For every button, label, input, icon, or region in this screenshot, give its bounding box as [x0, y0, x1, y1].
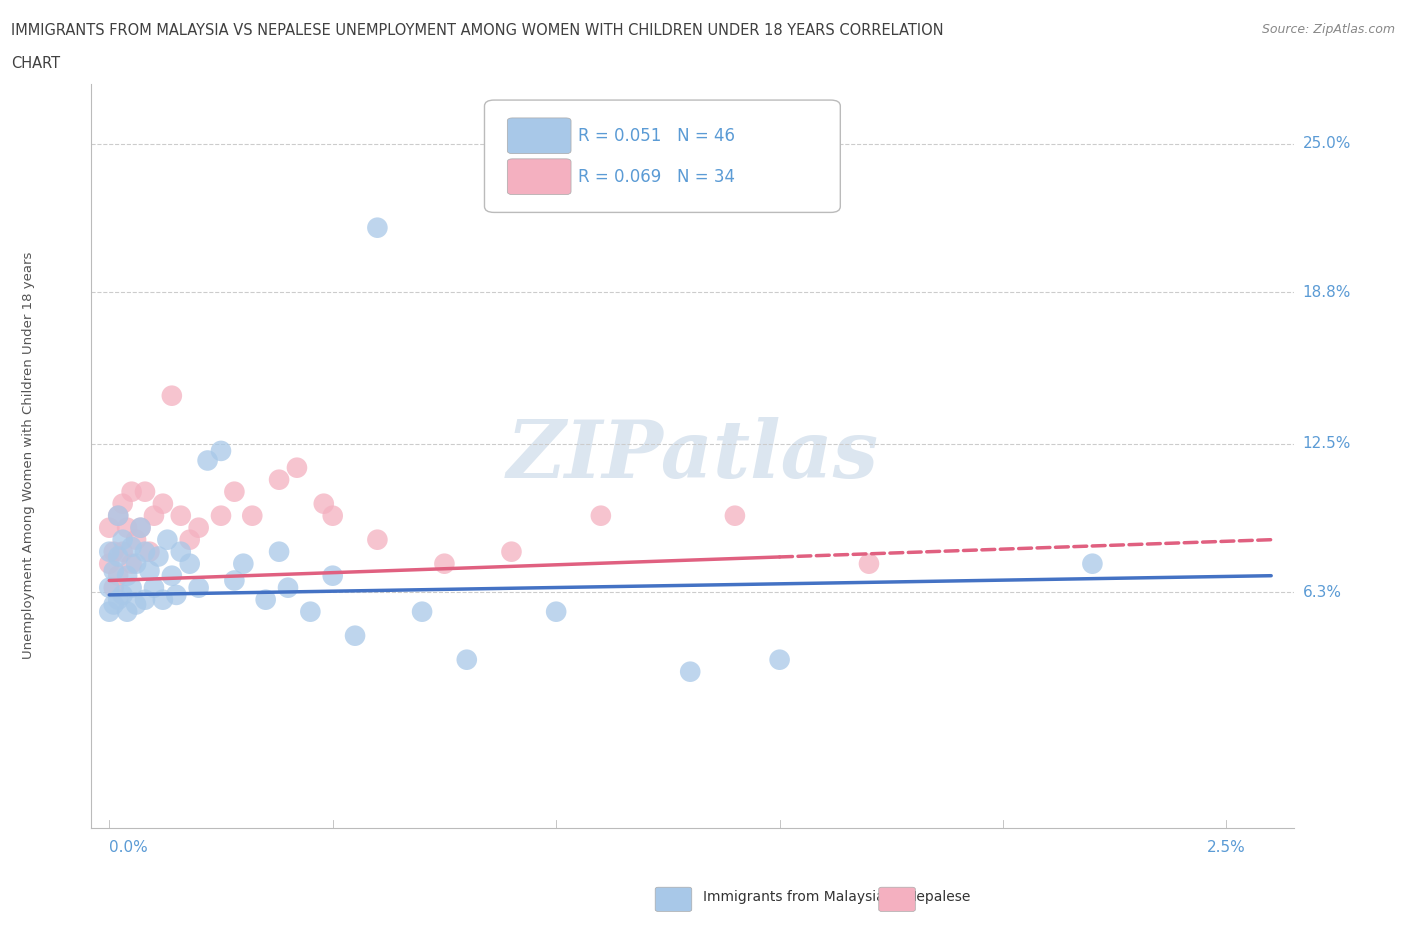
- Point: [224, 573, 246, 588]
- Text: ZIPatlas: ZIPatlas: [506, 417, 879, 495]
- Point: [170, 544, 193, 559]
- Point: [724, 509, 747, 524]
- Point: [232, 556, 254, 571]
- Point: [546, 604, 568, 619]
- Point: [107, 509, 129, 524]
- Point: [160, 568, 183, 583]
- Point: [165, 588, 187, 603]
- Point: [138, 564, 160, 578]
- Point: [344, 629, 367, 644]
- Point: [1081, 556, 1104, 571]
- Point: [103, 544, 125, 559]
- Text: 2.5%: 2.5%: [1208, 840, 1246, 855]
- Point: [98, 556, 121, 571]
- Point: [125, 597, 148, 612]
- Point: [152, 497, 174, 512]
- Point: [148, 549, 170, 564]
- Text: Nepalese: Nepalese: [907, 890, 972, 905]
- FancyBboxPatch shape: [508, 159, 571, 194]
- Point: [152, 592, 174, 607]
- Point: [134, 485, 156, 499]
- Point: [679, 664, 702, 679]
- Text: R = 0.051   N = 46: R = 0.051 N = 46: [578, 126, 735, 145]
- Text: 12.5%: 12.5%: [1302, 436, 1351, 451]
- Text: 6.3%: 6.3%: [1302, 585, 1341, 600]
- Point: [98, 580, 121, 595]
- Point: [224, 485, 246, 499]
- FancyBboxPatch shape: [508, 118, 571, 153]
- Point: [111, 544, 134, 559]
- Point: [107, 549, 129, 564]
- Point: [142, 580, 165, 595]
- Point: [209, 509, 232, 524]
- Point: [179, 556, 201, 571]
- Text: Source: ZipAtlas.com: Source: ZipAtlas.com: [1261, 23, 1395, 36]
- Point: [240, 509, 263, 524]
- FancyBboxPatch shape: [485, 100, 841, 212]
- Point: [98, 520, 121, 535]
- Point: [187, 580, 209, 595]
- Point: [187, 520, 209, 535]
- Point: [121, 485, 143, 499]
- Point: [121, 580, 143, 595]
- Point: [103, 597, 125, 612]
- Point: [134, 544, 156, 559]
- Point: [285, 460, 308, 475]
- Text: IMMIGRANTS FROM MALAYSIA VS NEPALESE UNEMPLOYMENT AMONG WOMEN WITH CHILDREN UNDE: IMMIGRANTS FROM MALAYSIA VS NEPALESE UNE…: [11, 23, 943, 38]
- Point: [366, 532, 388, 547]
- Text: R = 0.069   N = 34: R = 0.069 N = 34: [578, 167, 735, 186]
- Point: [197, 453, 219, 468]
- Point: [134, 592, 156, 607]
- Point: [115, 604, 138, 619]
- Point: [254, 592, 277, 607]
- Point: [366, 220, 388, 235]
- Point: [142, 509, 165, 524]
- Text: 0.0%: 0.0%: [110, 840, 148, 855]
- Text: Unemployment Among Women with Children Under 18 years: Unemployment Among Women with Children U…: [22, 252, 35, 659]
- Point: [98, 544, 121, 559]
- Point: [156, 532, 179, 547]
- Point: [501, 544, 523, 559]
- Point: [299, 604, 322, 619]
- Text: 18.8%: 18.8%: [1302, 285, 1351, 300]
- Point: [121, 556, 143, 571]
- Point: [103, 564, 125, 578]
- Point: [125, 532, 148, 547]
- Point: [312, 497, 335, 512]
- Point: [107, 568, 129, 583]
- Point: [322, 568, 344, 583]
- Point: [111, 532, 134, 547]
- Text: 25.0%: 25.0%: [1302, 136, 1351, 152]
- Point: [111, 588, 134, 603]
- Text: CHART: CHART: [11, 56, 60, 71]
- Point: [411, 604, 433, 619]
- Point: [103, 580, 125, 595]
- Point: [107, 592, 129, 607]
- Point: [322, 509, 344, 524]
- Point: [589, 509, 612, 524]
- Point: [160, 388, 183, 403]
- Point: [267, 472, 290, 487]
- Point: [129, 520, 152, 535]
- Point: [111, 497, 134, 512]
- Point: [115, 520, 138, 535]
- Point: [768, 652, 790, 667]
- Point: [277, 580, 299, 595]
- Point: [858, 556, 880, 571]
- Point: [129, 520, 152, 535]
- Point: [170, 509, 193, 524]
- Point: [433, 556, 456, 571]
- Point: [98, 604, 121, 619]
- Point: [121, 539, 143, 554]
- Point: [456, 652, 478, 667]
- Text: Immigrants from Malaysia: Immigrants from Malaysia: [703, 890, 884, 905]
- Point: [179, 532, 201, 547]
- Point: [209, 444, 232, 458]
- Point: [138, 544, 160, 559]
- Point: [125, 556, 148, 571]
- Point: [115, 568, 138, 583]
- Point: [107, 509, 129, 524]
- Point: [267, 544, 290, 559]
